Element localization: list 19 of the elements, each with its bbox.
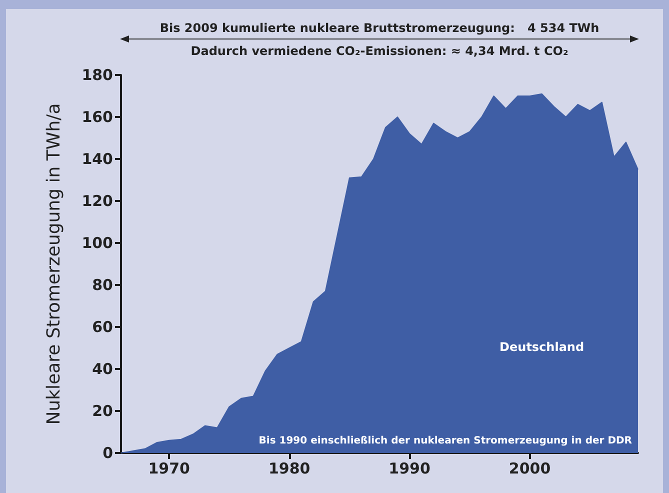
y-tick-label: 160	[82, 108, 113, 126]
x-tick-label: 1970	[148, 460, 190, 478]
y-tick-label: 180	[82, 66, 113, 84]
y-tick-label: 20	[92, 402, 113, 420]
y-tick-label: 80	[92, 276, 113, 294]
x-tick-label: 2000	[508, 460, 551, 478]
text: Dadurch vermiedene CO₂-Emissionen: ≈ 4,34 Mrd. t CO₂	[190, 44, 568, 58]
annotation: Bis 1990 einschließlich der nuklearen Stromerzeugung in der DDR	[258, 436, 632, 446]
y-axis-title: Nukleare Stromerzeugung in TWh/a	[44, 103, 64, 425]
text: Bis 2009 kumulierte nukleare Bruttstromerzeugung: 4 534 TWh	[160, 21, 600, 35]
y-tick-label: 100	[82, 234, 113, 252]
y-tick-label: 40	[92, 360, 113, 378]
x-tick-label: 1990	[388, 460, 430, 478]
y-tick-label: 140	[82, 150, 113, 168]
y-tick-label: 0	[102, 444, 113, 462]
y-tick-label: 60	[92, 318, 113, 336]
series-label: Deutschland	[500, 340, 584, 354]
y-tick-label: 120	[82, 192, 113, 210]
x-tick-label: 1980	[268, 460, 310, 478]
